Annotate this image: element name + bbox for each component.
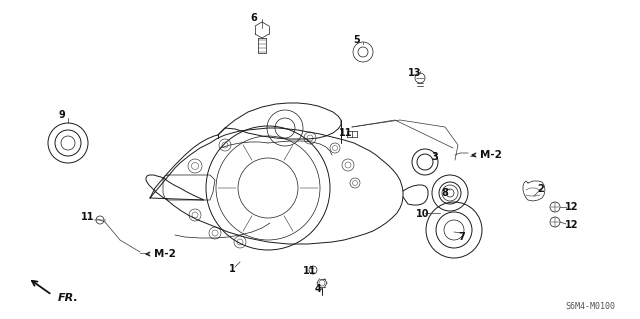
Text: FR.: FR. [58, 293, 79, 303]
Text: 6: 6 [251, 13, 257, 23]
Text: 8: 8 [442, 188, 449, 198]
Text: 11: 11 [303, 266, 317, 276]
Text: 11: 11 [339, 128, 353, 138]
Text: 13: 13 [408, 68, 422, 78]
Text: 10: 10 [416, 209, 429, 219]
Text: 7: 7 [459, 232, 465, 242]
Text: 5: 5 [354, 35, 360, 45]
Text: 2: 2 [538, 184, 545, 194]
Text: 4: 4 [315, 284, 321, 294]
Text: 12: 12 [565, 202, 579, 212]
Text: 11: 11 [81, 212, 95, 222]
Text: M-2: M-2 [154, 249, 176, 259]
Text: 1: 1 [228, 264, 236, 274]
Text: 12: 12 [565, 220, 579, 230]
Text: S6M4-M0100: S6M4-M0100 [565, 302, 615, 311]
Text: 3: 3 [431, 152, 438, 162]
Text: M-2: M-2 [480, 150, 502, 160]
Text: 9: 9 [59, 110, 65, 120]
